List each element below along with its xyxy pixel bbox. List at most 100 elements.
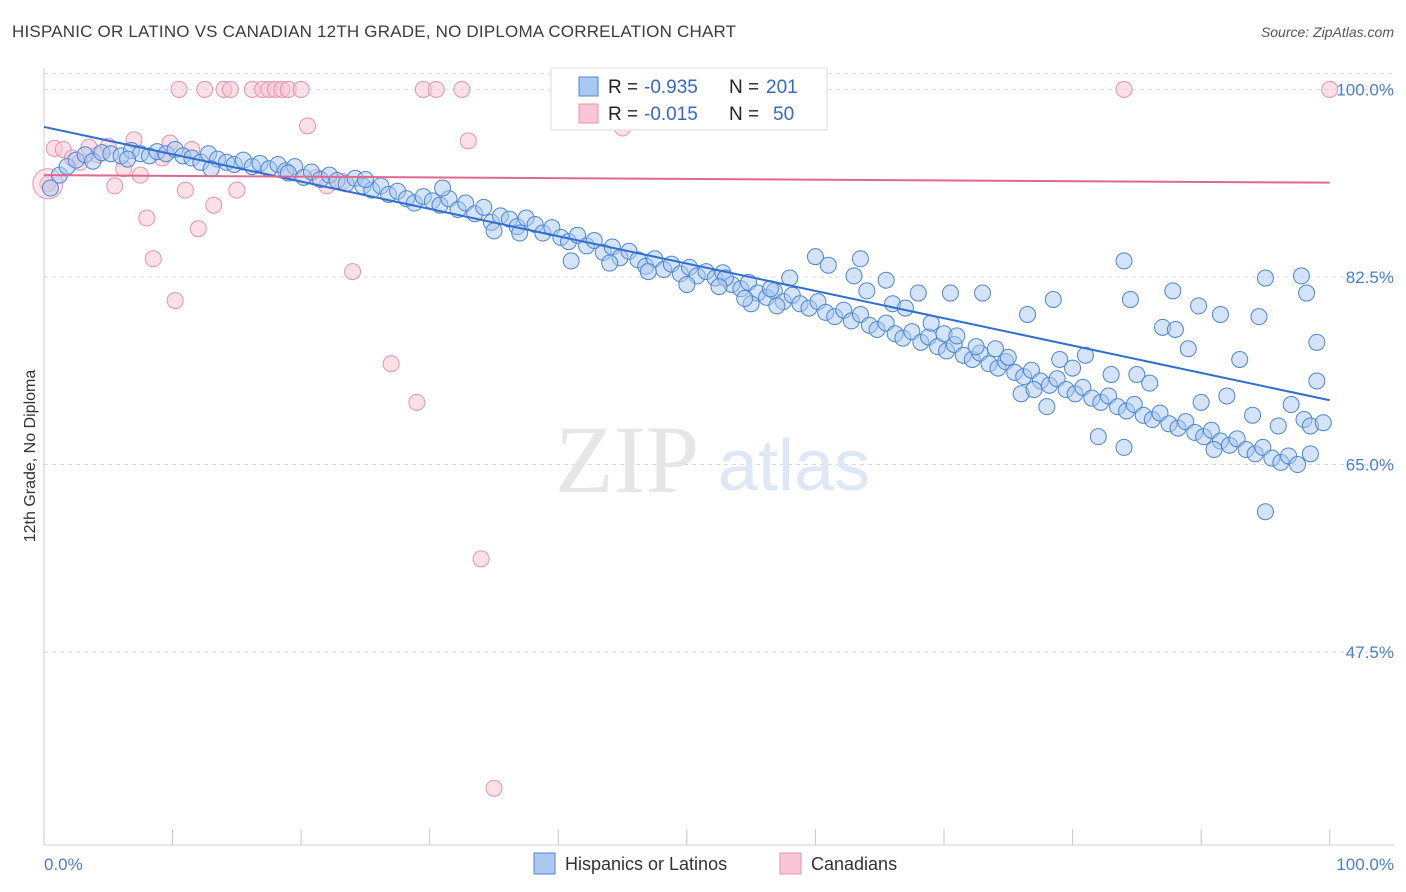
- hispanics-point: [1064, 359, 1082, 377]
- legend-r-label-2: R =: [608, 104, 638, 125]
- series-legend-label-canadians: Canadians: [811, 854, 897, 874]
- hispanics-point: [1179, 340, 1197, 358]
- x-tick-label: 0.0%: [44, 855, 83, 874]
- canadians-point: [176, 181, 194, 199]
- canadians-point: [228, 181, 246, 199]
- y-tick-label: 65.0%: [1346, 456, 1394, 475]
- hispanics-point: [485, 222, 503, 240]
- hispanics-point: [909, 284, 927, 302]
- chart-title: HISPANIC OR LATINO VS CANADIAN 12TH GRAD…: [12, 22, 737, 41]
- hispanics-point: [1102, 366, 1120, 384]
- hispanics-point: [1205, 441, 1223, 459]
- canadians-point: [144, 250, 162, 268]
- canadians-point: [221, 80, 239, 98]
- canadians-point: [205, 196, 223, 214]
- hispanics-point: [41, 179, 59, 197]
- canadians-point: [1321, 80, 1339, 98]
- hispanics-point: [1121, 290, 1139, 308]
- hispanics-point: [434, 179, 452, 197]
- hispanics-point: [1289, 456, 1307, 474]
- axes: [43, 68, 1394, 846]
- hispanics-point: [845, 267, 863, 285]
- hispanics-point: [678, 275, 696, 293]
- canadians-point: [166, 292, 184, 310]
- legend-swatch-pink: [578, 103, 599, 124]
- legend-r-value-2: -0.015: [644, 104, 698, 125]
- hispanics-point: [1019, 305, 1037, 323]
- legend-n-value-2: 50: [773, 104, 794, 125]
- hispanics-point: [1256, 503, 1274, 521]
- hispanics-point: [1231, 351, 1249, 369]
- stats-legend: R = -0.935 N = 201 R = -0.015 N = 50: [550, 67, 828, 131]
- canadians-point: [299, 117, 317, 135]
- hispanics-point: [562, 252, 580, 270]
- hispanics-point: [1051, 351, 1069, 369]
- hispanics-point: [1256, 269, 1274, 287]
- hispanics-point: [948, 327, 966, 345]
- legend-r-label-1: R =: [608, 77, 638, 98]
- x-tick-label: 100.0%: [1336, 855, 1394, 874]
- hispanics-point: [1190, 297, 1208, 315]
- hispanics-point: [999, 348, 1017, 366]
- hispanics-point: [768, 297, 786, 315]
- watermark-atlas: atlas: [718, 426, 870, 506]
- hispanics-point: [1282, 396, 1300, 414]
- canadians-point: [472, 550, 490, 568]
- legend-swatch-blue: [578, 76, 599, 97]
- hispanics-point: [1314, 414, 1332, 432]
- canadians-point: [196, 80, 214, 98]
- hispanics-point: [851, 250, 869, 268]
- canadians-point: [459, 132, 477, 150]
- hispanics-point: [475, 198, 493, 216]
- hispanics-point: [806, 248, 824, 266]
- hispanics-point: [1308, 333, 1326, 351]
- legend-r-value-1: -0.935: [644, 77, 698, 98]
- canadians-point: [453, 80, 471, 98]
- hispanics-point: [1038, 398, 1056, 416]
- y-tick-labels: 100.0% 82.5% 65.0% 47.5%: [1336, 80, 1394, 662]
- hispanics-point: [1166, 321, 1184, 339]
- y-tick-label: 100.0%: [1336, 80, 1394, 99]
- hispanics-point: [639, 263, 657, 281]
- series-legend-label-hispanics: Hispanics or Latinos: [565, 854, 727, 874]
- hispanics-point: [877, 271, 895, 289]
- hispanics-point: [1115, 252, 1133, 270]
- hispanics-point: [119, 150, 137, 168]
- hispanics-point: [1076, 346, 1094, 364]
- legend-n-label-2: N =: [729, 104, 759, 125]
- series-legend: Hispanics or Latinos Canadians: [533, 852, 897, 875]
- series-legend-swatch-hispanics: [533, 852, 556, 875]
- y-axis-title: 12th Grade, No Diploma: [22, 370, 39, 543]
- hispanics-point: [1128, 366, 1146, 384]
- canadians-point: [408, 393, 426, 411]
- x-tick-labels: 0.0% 100.0%: [44, 855, 1394, 874]
- watermark-zip: ZIP: [555, 406, 699, 513]
- hispanics-point: [356, 170, 374, 188]
- hispanics-point: [736, 289, 754, 307]
- series-legend-swatch-canadians: [779, 852, 802, 875]
- hispanics-point: [1292, 267, 1310, 285]
- hispanics-point: [1141, 374, 1159, 392]
- watermark: ZIP atlas: [555, 406, 870, 513]
- canadians-point: [170, 80, 188, 98]
- hispanics-point: [986, 340, 1004, 358]
- trend-lines: [43, 125, 1330, 402]
- canadians-point: [382, 355, 400, 373]
- hispanics-point: [601, 254, 619, 272]
- canadians-point: [138, 209, 156, 227]
- hispanics-point: [974, 284, 992, 302]
- hispanics-point: [1218, 387, 1236, 405]
- hispanics-point: [1089, 428, 1107, 446]
- hispanics-point: [1115, 438, 1133, 456]
- canadians-point: [106, 177, 124, 195]
- hispanics-point: [1164, 282, 1182, 300]
- hispanics-point: [1301, 445, 1319, 463]
- canadians-point: [189, 220, 207, 238]
- hispanics-point: [1211, 305, 1229, 323]
- hispanics-point: [1308, 372, 1326, 390]
- canadians-point: [1115, 80, 1133, 98]
- canadians-point: [485, 779, 503, 797]
- canadians-point: [292, 80, 310, 98]
- canadians-trend-line: [43, 174, 1330, 184]
